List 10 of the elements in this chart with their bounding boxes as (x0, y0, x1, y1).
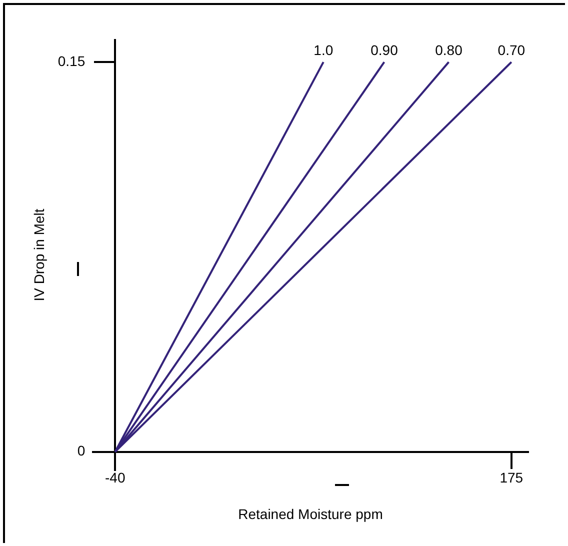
x-axis-title: Retained Moisture ppm (238, 506, 383, 522)
y-tick-label: 0 (77, 442, 86, 459)
y-tick-label: 0.15 (58, 52, 86, 69)
series-label: 1.0 (314, 42, 334, 58)
series-label: 0.80 (435, 42, 463, 58)
x-tick-label: 175 (500, 470, 524, 486)
series-label: 0.70 (498, 42, 526, 58)
series-label: 0.90 (370, 42, 398, 58)
x-tick-label: -40 (105, 470, 126, 486)
y-axis-title: IV Drop in Melt (30, 208, 47, 302)
